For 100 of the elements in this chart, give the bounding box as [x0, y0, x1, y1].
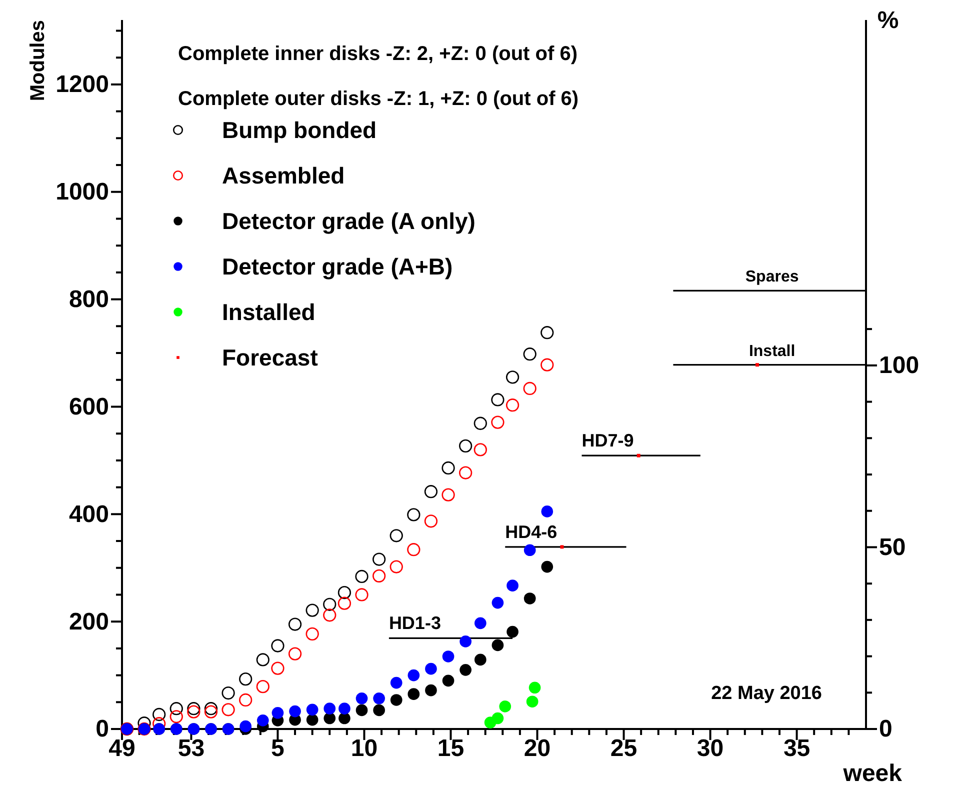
legend-label: Forecast — [222, 344, 318, 370]
point — [424, 514, 438, 528]
y-axis-title: Modules — [27, 20, 49, 102]
point — [524, 544, 536, 556]
point — [540, 358, 554, 372]
point — [474, 617, 486, 630]
annotation: HD1-3 — [388, 613, 441, 634]
point — [541, 560, 554, 573]
point — [492, 712, 504, 724]
point — [372, 569, 386, 582]
point — [372, 552, 386, 566]
x-axis-title: week — [842, 760, 903, 785]
y-tick-label: 0 — [96, 716, 109, 743]
point — [306, 604, 319, 617]
y-tick-label: 800 — [68, 286, 109, 313]
point — [460, 636, 472, 648]
point — [442, 488, 455, 502]
point — [425, 662, 437, 675]
point — [306, 704, 318, 716]
point — [170, 710, 183, 724]
point — [491, 416, 504, 429]
point — [256, 714, 269, 726]
point — [338, 596, 352, 610]
annotation: Install — [748, 342, 796, 360]
point — [390, 676, 402, 689]
point — [390, 694, 402, 706]
point — [492, 639, 504, 652]
point — [323, 598, 336, 611]
point — [523, 348, 536, 361]
point — [474, 654, 486, 666]
point — [355, 570, 368, 584]
point — [459, 439, 472, 452]
point — [288, 618, 302, 631]
point — [540, 326, 554, 340]
point — [222, 686, 235, 700]
point — [152, 708, 166, 722]
point — [355, 588, 368, 602]
point — [524, 592, 536, 604]
point — [442, 674, 454, 687]
point — [256, 680, 270, 694]
point — [240, 720, 252, 732]
point — [506, 370, 520, 384]
point — [506, 580, 518, 592]
point — [338, 586, 352, 600]
point — [442, 650, 454, 662]
point — [499, 700, 512, 712]
point — [204, 702, 218, 716]
annotation: 22 May 2016 — [711, 683, 822, 704]
point — [256, 653, 270, 666]
point — [204, 705, 218, 718]
legend-label: Assembled — [222, 162, 345, 188]
point — [506, 626, 518, 638]
point — [407, 508, 420, 522]
point — [526, 696, 538, 708]
point — [424, 485, 438, 498]
x-tick-label: 25 — [610, 735, 638, 762]
legend-label: Bump bonded — [222, 117, 377, 143]
point — [408, 669, 420, 682]
point — [356, 692, 368, 704]
point — [491, 393, 504, 406]
y-tick-label: 400 — [68, 500, 109, 528]
point — [324, 702, 336, 714]
y2-tick-label: 0 — [879, 716, 892, 743]
point — [373, 692, 385, 704]
x-tick-label: 49 — [108, 735, 136, 762]
point — [636, 454, 640, 458]
point — [474, 443, 487, 456]
point — [390, 529, 403, 542]
point — [271, 639, 284, 652]
annotation: HD7-9 — [582, 430, 634, 451]
point — [390, 560, 403, 574]
point — [187, 702, 200, 716]
y2-axis-title: % — [877, 7, 899, 34]
point — [408, 688, 420, 700]
point — [560, 545, 564, 549]
point — [356, 704, 368, 716]
point — [459, 466, 472, 480]
point — [338, 702, 350, 714]
point — [528, 682, 541, 694]
x-tick-label: 53 — [178, 735, 205, 762]
point — [306, 627, 319, 640]
point — [756, 363, 759, 367]
point — [306, 714, 318, 726]
point — [407, 543, 420, 556]
point — [474, 416, 487, 430]
point — [523, 382, 536, 396]
y-tick-label: 1200 — [56, 71, 109, 98]
legend-label: Detector grade (A only) — [222, 208, 476, 234]
x-tick-label: 15 — [437, 735, 464, 762]
point — [442, 461, 455, 475]
point — [338, 712, 350, 724]
x-tick-label: 5 — [271, 735, 284, 762]
point — [222, 703, 235, 716]
y-tick-label: 600 — [68, 393, 109, 420]
legend-label: Detector grade (A+B) — [222, 254, 453, 280]
annotation: Spares — [745, 268, 799, 286]
legend-label: Installed — [222, 299, 316, 325]
point — [289, 705, 301, 718]
point — [373, 704, 385, 716]
y-tick-label: 1000 — [56, 178, 109, 206]
